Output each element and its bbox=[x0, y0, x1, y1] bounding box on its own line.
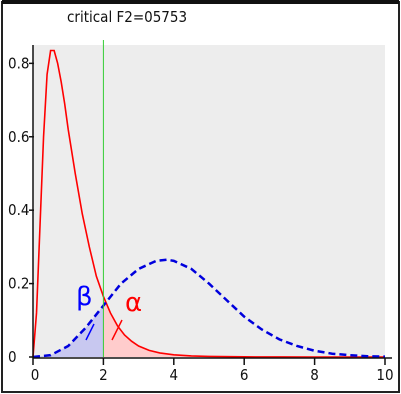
y-tick-label-2: 0.4 bbox=[8, 201, 29, 219]
shaded-region-1 bbox=[103, 296, 386, 357]
y-tick-label-4: 0.8 bbox=[8, 54, 29, 72]
y-tick-label-1: 0.2 bbox=[8, 275, 29, 293]
axes: 0 2 4 6 8 10 0 0.2 0.4 0.6 0.8 bbox=[8, 45, 394, 384]
series-line-1 bbox=[32, 258, 386, 359]
x-tick-label-3: 6 bbox=[240, 366, 249, 384]
shaded-region-0 bbox=[33, 305, 104, 357]
chart-title: critical F2=05753 bbox=[67, 8, 187, 26]
series-group bbox=[32, 49, 386, 359]
x-tick-label-5: 10 bbox=[376, 366, 393, 384]
y-tick-label-0: 0 bbox=[8, 348, 17, 366]
title-mask bbox=[62, 4, 154, 28]
series-line-0 bbox=[32, 49, 386, 358]
y-tick-label-3: 0.6 bbox=[8, 128, 29, 146]
alpha-label: α bbox=[125, 288, 142, 318]
shaded-regions bbox=[33, 296, 386, 357]
x-tick-label-1: 2 bbox=[99, 366, 108, 384]
alpha-pointer bbox=[111, 319, 123, 341]
x-tick-label-2: 4 bbox=[170, 366, 179, 384]
beta-label: β bbox=[76, 282, 93, 312]
plot-background bbox=[33, 45, 385, 357]
x-tick-label-0: 0 bbox=[31, 366, 40, 384]
x-tick-label-4: 8 bbox=[310, 366, 319, 384]
beta-pointer bbox=[85, 323, 95, 341]
